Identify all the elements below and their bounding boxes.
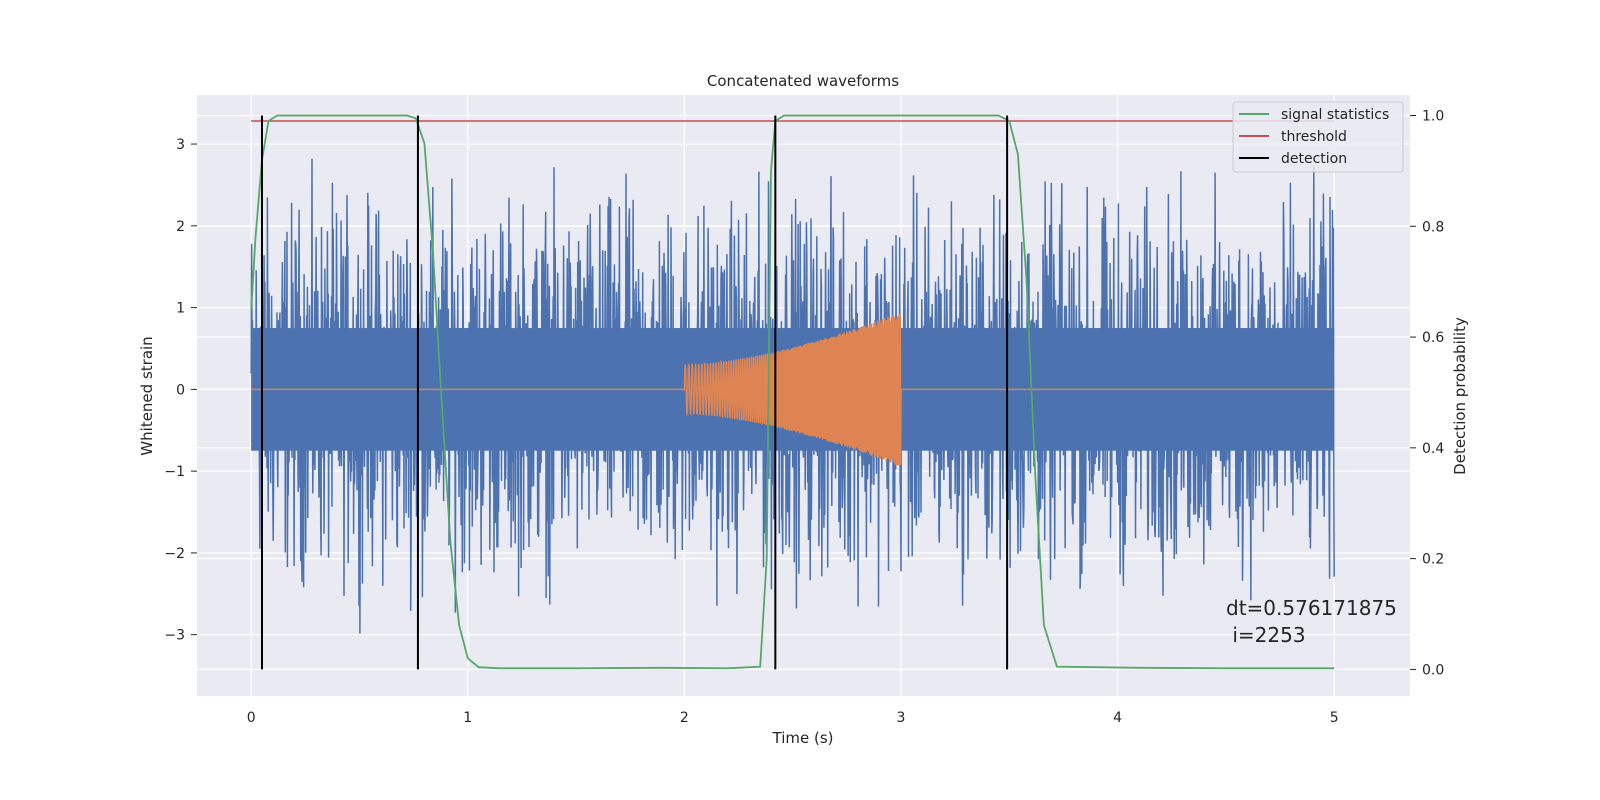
detection-lines: [260, 115, 1009, 670]
legend: signal statistics threshold detection: [1232, 101, 1404, 173]
y-tick-label-left: 1: [176, 301, 185, 317]
x-axis-label: Time (s): [772, 729, 834, 747]
y-ticks-right: 1.0 0.8 0.6 0.4 0.2 0.0: [1410, 108, 1444, 678]
x-ticks: 0 1 2 3 4 5: [247, 710, 1339, 726]
y-tick-label-left: 3: [176, 137, 185, 153]
template-chirp-series: [251, 313, 1335, 466]
legend-box: [1232, 101, 1404, 173]
y-tick-label-left: −2: [164, 546, 185, 562]
annotation-dt: dt=0.576171875: [1226, 596, 1397, 620]
y-tick-label-left: 2: [176, 219, 185, 235]
y-tick-label-right: 1.0: [1422, 108, 1444, 124]
legend-label-detection: detection: [1281, 151, 1347, 167]
x-tick-label: 1: [463, 710, 472, 726]
x-tick-label: 0: [247, 710, 256, 726]
y-tick-label-right: 0.8: [1422, 219, 1444, 235]
y-axis-label-right: Detection probability: [1451, 317, 1469, 475]
y-tick-label-right: 0.4: [1422, 441, 1444, 457]
y-tick-label-right: 0.6: [1422, 330, 1444, 346]
annotation-index: i=2253: [1226, 623, 1306, 647]
x-tick-label: 5: [1330, 710, 1339, 726]
y-tick-label-right: 0.2: [1422, 552, 1444, 568]
y-axis-label-left: Whitened strain: [138, 336, 156, 455]
x-tick-label: 3: [897, 710, 906, 726]
x-tick-label: 2: [680, 710, 689, 726]
x-tick-label: 4: [1113, 710, 1122, 726]
legend-label-threshold: threshold: [1281, 129, 1347, 145]
legend-label-signal-statistics: signal statistics: [1281, 107, 1389, 123]
y-tick-label-left: 0: [176, 382, 185, 398]
y-ticks-left: 3 2 1 0 −1 −2 −3: [164, 137, 197, 644]
y-tick-label-left: −1: [164, 464, 185, 480]
y-tick-label-left: −3: [164, 628, 185, 644]
y-tick-label-right: 0.0: [1422, 662, 1444, 678]
signal-statistics-line: [250, 114, 1335, 670]
chart-title: Concatenated waveforms: [707, 72, 899, 90]
